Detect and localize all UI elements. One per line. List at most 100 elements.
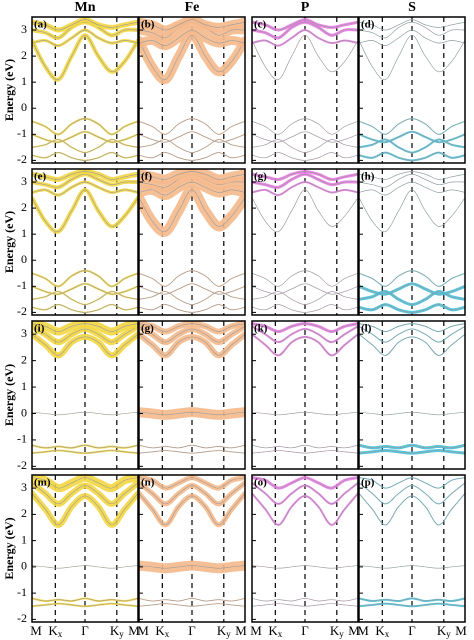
x-tick-label: Kx — [375, 623, 389, 639]
band-line — [252, 181, 358, 196]
panel-frame — [138, 16, 246, 164]
x-tick-label: M — [348, 623, 360, 638]
band-line — [359, 482, 465, 505]
x-tick-label: Γ — [188, 623, 196, 638]
k-label: M — [250, 623, 262, 638]
band-line — [359, 598, 465, 602]
band-line — [139, 450, 245, 454]
panel: (c) — [251, 16, 359, 164]
band-line — [32, 139, 138, 153]
band-line — [139, 565, 245, 569]
band-line — [32, 477, 138, 489]
band-line — [359, 270, 465, 287]
panel-frame — [251, 474, 359, 623]
band-line — [359, 304, 465, 313]
x-tick-label: Γ — [408, 623, 416, 638]
k-label-sub: y — [446, 629, 451, 639]
band-line — [32, 270, 138, 287]
panel-plot — [252, 475, 358, 622]
panel-label: (b) — [141, 19, 155, 31]
band-line — [359, 291, 465, 305]
k-label-sub: y — [226, 629, 231, 639]
band-line — [252, 598, 358, 602]
k-label-sub: x — [58, 629, 63, 639]
panel-frame — [251, 320, 359, 470]
panel: (i) — [31, 320, 139, 470]
band-line — [139, 29, 245, 46]
k-label-sub: x — [385, 629, 390, 639]
band-line — [359, 603, 465, 607]
band-line — [252, 139, 358, 153]
panel-plot — [359, 17, 465, 163]
k-label: M — [137, 623, 149, 638]
x-tick-label: Γ — [81, 623, 89, 638]
k-label: K — [217, 623, 227, 638]
band-line — [32, 173, 138, 188]
panel-frame — [251, 168, 359, 316]
band-line — [32, 603, 138, 607]
panel-plot — [359, 475, 465, 622]
band-line — [359, 323, 465, 332]
x-tick-label: M — [455, 623, 467, 638]
band-line — [359, 171, 465, 180]
panel: (m)M Kx Γ Ky M — [30, 474, 140, 639]
band-line — [139, 598, 245, 602]
band-line — [32, 21, 138, 39]
panel: (h) — [358, 168, 466, 316]
k-label-sub: x — [278, 629, 283, 639]
y-tick-label: -2 — [17, 304, 27, 318]
band-line — [252, 34, 358, 81]
panel-plot — [139, 321, 245, 469]
band-line — [359, 29, 465, 46]
x-tick-label: M — [357, 623, 369, 638]
k-label: Γ — [408, 623, 416, 638]
panel-frame — [251, 16, 359, 164]
band-line — [359, 326, 465, 343]
panel-label: (l) — [361, 323, 372, 335]
band-line — [139, 603, 245, 607]
panel-frame — [138, 168, 246, 316]
panel-label: (i) — [34, 323, 45, 335]
band-line — [359, 21, 465, 39]
panel-frame — [358, 474, 466, 623]
band-line — [139, 482, 245, 505]
band-line — [252, 131, 358, 143]
band-line — [359, 139, 465, 153]
band-line — [139, 291, 245, 305]
band-line — [252, 29, 358, 46]
y-tick-label: 3 — [21, 480, 27, 494]
panel: (o)M Kx Γ Ky M — [250, 474, 360, 639]
band-line — [252, 173, 358, 188]
band-line — [252, 411, 358, 416]
k-label: K — [268, 623, 278, 638]
panel-label: (d) — [361, 19, 375, 31]
band-line — [252, 323, 358, 332]
y-axis-label: Energy (eV) — [2, 364, 16, 426]
band-line — [252, 19, 358, 31]
band-line — [32, 598, 138, 602]
column-title: Mn — [75, 0, 96, 15]
band-line — [359, 477, 465, 489]
band-line — [32, 323, 138, 332]
y-tick-label: 2 — [21, 352, 27, 366]
band-line — [32, 34, 138, 81]
band-line — [32, 283, 138, 295]
band-line — [139, 477, 245, 489]
band-line — [32, 304, 138, 313]
y-tick-label: 0 — [21, 559, 27, 573]
k-label: M — [357, 623, 369, 638]
x-tick-label: M — [250, 623, 262, 638]
y-tick-label: 0 — [21, 252, 27, 266]
y-tick-label: 3 — [21, 326, 27, 340]
band-line — [252, 189, 358, 233]
band-weight — [139, 560, 245, 574]
y-tick-label: -2 — [17, 611, 27, 625]
band-line — [32, 118, 138, 135]
panel-label: (g) — [141, 323, 154, 335]
y-tick-label: 3 — [21, 22, 27, 36]
panel: (p)M Kx Γ Ky M — [357, 474, 467, 639]
y-axis-label: Energy (eV) — [2, 59, 16, 121]
band-line — [359, 283, 465, 295]
y-tick-label: 0 — [21, 100, 27, 114]
panel-frame — [358, 16, 466, 164]
